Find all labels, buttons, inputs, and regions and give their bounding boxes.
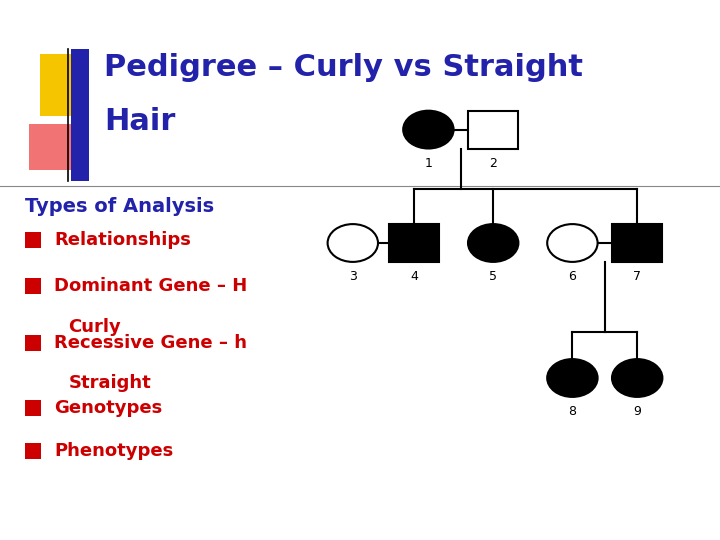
Text: Hair: Hair [104, 107, 176, 136]
Text: Dominant Gene – H: Dominant Gene – H [54, 277, 247, 295]
Bar [25, 443, 41, 459]
Circle shape [328, 224, 378, 262]
Circle shape [403, 111, 454, 148]
Text: Curly: Curly [68, 318, 121, 336]
Text: Relationships: Relationships [54, 231, 191, 249]
Text: 8: 8 [568, 405, 577, 418]
Text: Types of Analysis: Types of Analysis [25, 197, 215, 216]
Text: 1: 1 [425, 157, 432, 170]
Text: Recessive Gene – h: Recessive Gene – h [54, 334, 247, 352]
Text: 3: 3 [349, 270, 356, 283]
Bar [612, 224, 662, 262]
Bar [389, 224, 439, 262]
Bar [25, 232, 41, 248]
Bar [25, 335, 41, 351]
Text: Pedigree – Curly vs Straight: Pedigree – Curly vs Straight [104, 53, 583, 82]
Text: 5: 5 [489, 270, 498, 283]
Text: 9: 9 [634, 405, 641, 418]
Bar [40, 54, 86, 116]
Text: Straight: Straight [68, 374, 151, 393]
Text: 7: 7 [633, 270, 642, 283]
Bar [29, 124, 83, 170]
Circle shape [547, 359, 598, 397]
Text: Phenotypes: Phenotypes [54, 442, 174, 460]
Text: 2: 2 [490, 157, 497, 170]
Text: 6: 6 [569, 270, 576, 283]
Circle shape [547, 224, 598, 262]
Circle shape [612, 359, 662, 397]
Text: Genotypes: Genotypes [54, 399, 162, 417]
Bar [25, 400, 41, 416]
Circle shape [468, 224, 518, 262]
Bar [468, 111, 518, 148]
Text: 4: 4 [410, 270, 418, 283]
Bar [25, 278, 41, 294]
Bar [71, 49, 89, 181]
